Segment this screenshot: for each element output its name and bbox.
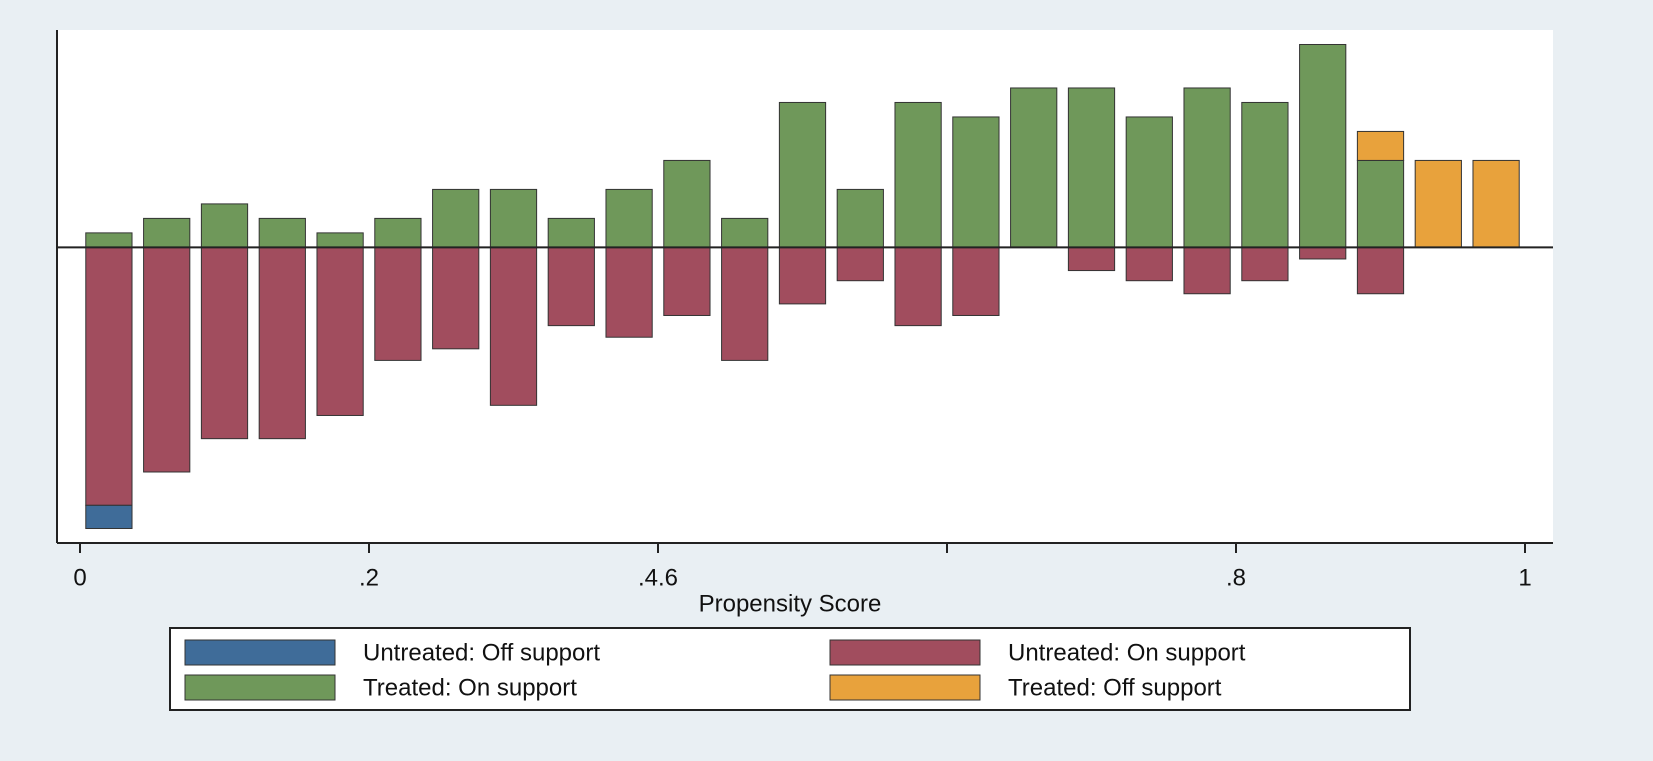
bar	[489, 246, 538, 406]
bar	[85, 504, 133, 530]
bar	[1125, 246, 1173, 282]
bar	[547, 217, 595, 248]
bar	[952, 116, 1000, 248]
bar	[1067, 87, 1116, 248]
bar	[85, 232, 133, 248]
bar	[1414, 159, 1462, 248]
x-axis-label: Propensity Score	[699, 590, 882, 617]
bar	[1125, 116, 1173, 248]
bar	[663, 246, 711, 316]
bar	[432, 246, 480, 350]
legend-label: Untreated: On support	[1008, 639, 1246, 666]
bar	[605, 246, 653, 338]
bar	[1299, 246, 1347, 260]
legend-swatch	[829, 639, 981, 666]
legend-swatch	[184, 639, 336, 666]
legend-swatch	[184, 674, 336, 701]
bar	[778, 101, 827, 248]
bar	[1472, 159, 1520, 248]
x-tick-label: 1	[1518, 564, 1531, 591]
x-tick-label: 0	[73, 564, 86, 591]
bar	[547, 246, 595, 327]
bar	[316, 232, 364, 248]
bar	[1356, 159, 1405, 248]
bar	[200, 203, 249, 248]
bar	[374, 217, 422, 248]
legend-swatch	[829, 674, 981, 701]
bar	[1010, 87, 1058, 248]
bar	[836, 246, 884, 282]
bar	[894, 101, 942, 248]
bar	[721, 217, 769, 248]
legend-label: Treated: Off support	[1008, 674, 1222, 701]
bar	[1183, 87, 1231, 248]
bar	[143, 246, 191, 473]
legend-label: Treated: On support	[363, 674, 577, 701]
legend	[169, 627, 1411, 711]
bar	[721, 246, 769, 361]
bar	[1183, 246, 1231, 295]
bar	[258, 217, 306, 248]
bar	[1356, 246, 1405, 295]
bar	[432, 188, 480, 248]
bar	[1299, 43, 1347, 248]
x-tick-label: .2	[359, 564, 379, 591]
bar	[952, 246, 1000, 316]
bar	[316, 246, 364, 416]
bar	[663, 159, 711, 248]
bar	[489, 188, 538, 248]
bar	[1241, 101, 1289, 248]
bar	[258, 246, 306, 440]
x-tick-label: .8	[1226, 564, 1246, 591]
bar	[374, 246, 422, 361]
bar	[778, 246, 827, 305]
bar	[85, 246, 133, 506]
bar	[1067, 246, 1116, 272]
bar	[894, 246, 942, 327]
bar	[200, 246, 249, 440]
bar	[1241, 246, 1289, 282]
legend-label: Untreated: Off support	[363, 639, 600, 666]
bar	[836, 188, 884, 248]
x-tick-label: .4.6	[638, 564, 678, 591]
bar	[143, 217, 191, 248]
bar	[605, 188, 653, 248]
bar	[1356, 130, 1405, 161]
